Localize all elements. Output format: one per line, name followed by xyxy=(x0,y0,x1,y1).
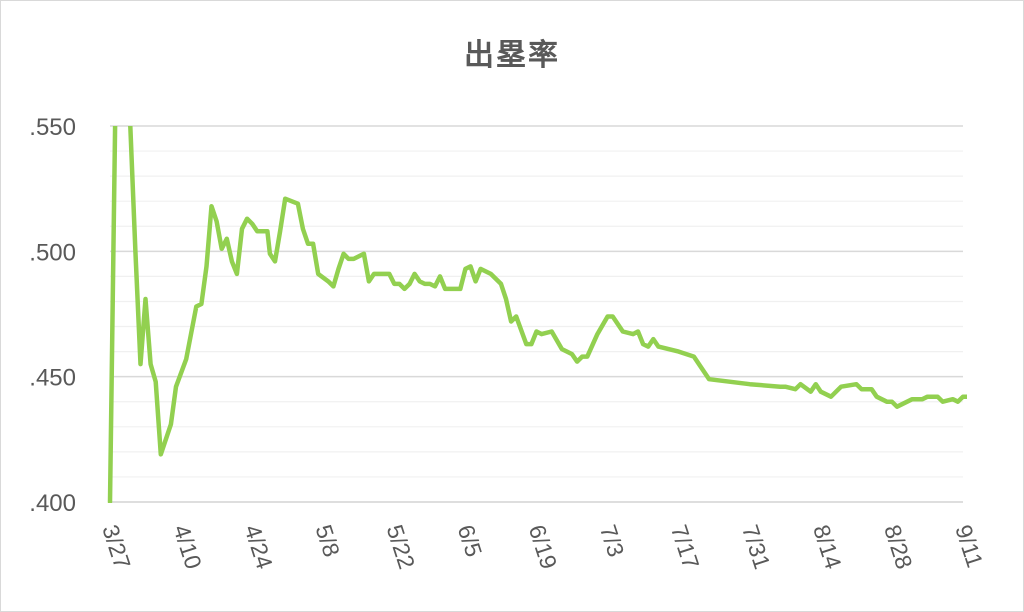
x-tick-label: 6/19 xyxy=(524,522,563,573)
y-tick-label: .400 xyxy=(29,490,76,517)
x-tick-label: 4/10 xyxy=(168,522,207,573)
series-line xyxy=(107,126,967,503)
x-tick-label: 7/31 xyxy=(737,522,776,573)
y-tick-label: .500 xyxy=(29,239,76,266)
x-tick-label: 8/14 xyxy=(808,522,847,573)
chart-title: 出塁率 xyxy=(464,38,560,73)
x-tick-label: 5/22 xyxy=(382,522,421,573)
x-tick-label: 7/3 xyxy=(595,522,630,560)
x-tick-label: 9/11 xyxy=(950,522,988,571)
plot-area xyxy=(107,126,967,503)
x-tick-label: 4/24 xyxy=(239,522,278,573)
y-tick-label: .550 xyxy=(29,114,76,141)
x-tick-label: 8/28 xyxy=(879,522,918,573)
y-tick-label: .450 xyxy=(29,365,76,392)
y-axis-tick-labels: .400 .450 .500 .550 xyxy=(29,114,76,517)
x-tick-label: 6/5 xyxy=(453,522,488,560)
x-tick-label: 3/27 xyxy=(97,522,136,573)
x-tick-label: 7/17 xyxy=(666,522,705,573)
x-axis-tick-labels: 3/27 4/10 4/24 5/8 5/22 6/5 6/19 7/3 7/17 7/31 8/1… xyxy=(97,522,988,573)
gridlines xyxy=(110,125,963,503)
x-tick-label: 5/8 xyxy=(310,522,345,560)
